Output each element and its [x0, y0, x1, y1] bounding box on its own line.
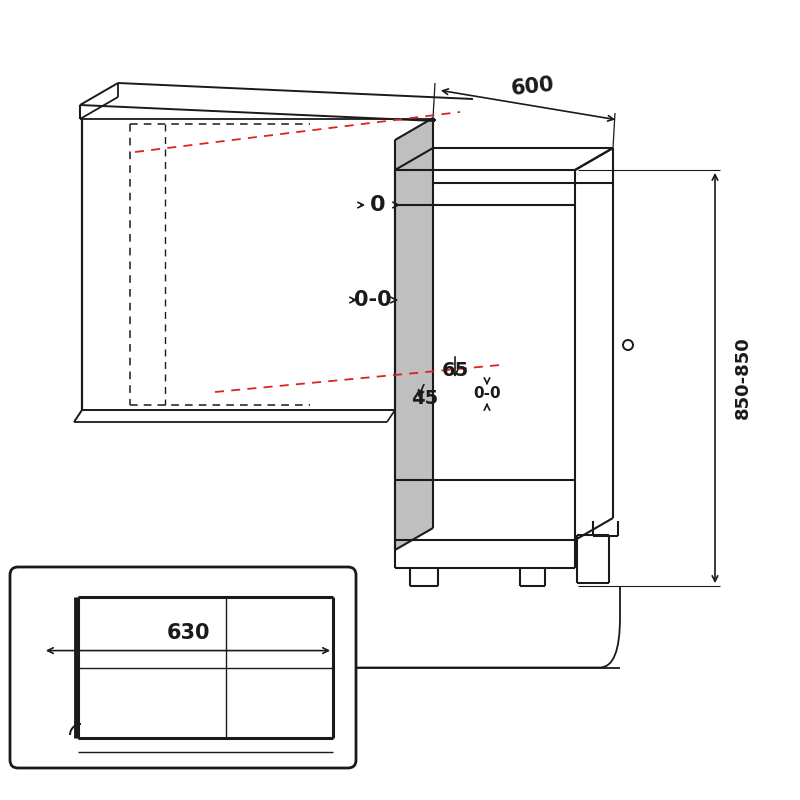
Text: 65: 65 [442, 361, 469, 379]
Polygon shape [395, 118, 433, 550]
Text: 0: 0 [370, 195, 386, 215]
FancyBboxPatch shape [10, 567, 356, 768]
Text: 850-850: 850-850 [734, 337, 752, 419]
Text: 630: 630 [166, 622, 210, 642]
Text: 600: 600 [510, 74, 556, 99]
Text: 45: 45 [411, 389, 438, 407]
Text: 0-0: 0-0 [473, 386, 501, 402]
Text: 0-0: 0-0 [354, 290, 392, 310]
